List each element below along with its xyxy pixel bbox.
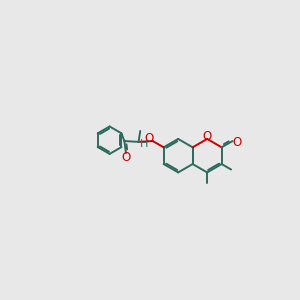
Text: O: O	[232, 136, 241, 149]
Text: O: O	[144, 132, 153, 145]
Text: H: H	[140, 139, 148, 149]
Text: O: O	[202, 130, 212, 143]
Text: O: O	[122, 151, 131, 164]
